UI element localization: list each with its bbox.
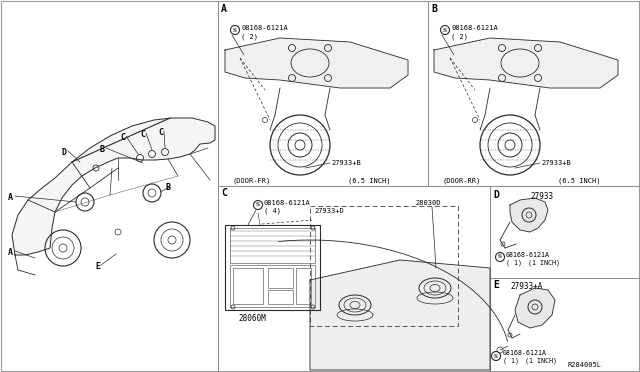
Text: 27933+A: 27933+A bbox=[510, 282, 542, 291]
Text: B: B bbox=[431, 4, 437, 14]
Text: (6.5 INCH): (6.5 INCH) bbox=[558, 178, 600, 185]
Text: (1 INCH): (1 INCH) bbox=[525, 358, 557, 365]
Bar bbox=[296, 268, 311, 304]
Text: R284005L: R284005L bbox=[568, 362, 602, 368]
Text: B: B bbox=[100, 145, 105, 154]
Text: (1 INCH): (1 INCH) bbox=[528, 260, 560, 266]
Text: 08168-6121A: 08168-6121A bbox=[264, 200, 311, 206]
Text: ( 2): ( 2) bbox=[241, 33, 258, 39]
Text: D: D bbox=[493, 190, 499, 200]
Polygon shape bbox=[510, 198, 548, 232]
Text: A: A bbox=[221, 4, 227, 14]
Text: (6.5 INCH): (6.5 INCH) bbox=[348, 178, 390, 185]
Text: S: S bbox=[498, 254, 502, 260]
Text: E: E bbox=[95, 262, 100, 271]
Bar bbox=[233, 268, 263, 304]
Text: C: C bbox=[120, 133, 125, 142]
Text: 28060M: 28060M bbox=[238, 314, 266, 323]
Text: B: B bbox=[165, 183, 170, 192]
Polygon shape bbox=[434, 38, 618, 88]
Text: 27933+B: 27933+B bbox=[541, 160, 571, 166]
Bar bbox=[310, 206, 458, 326]
Text: S: S bbox=[233, 28, 237, 32]
Bar bbox=[225, 225, 320, 310]
Text: S: S bbox=[443, 28, 447, 32]
Text: 27933+B: 27933+B bbox=[331, 160, 361, 166]
Bar bbox=[268, 290, 293, 304]
Text: S: S bbox=[256, 202, 260, 208]
Bar bbox=[268, 268, 293, 288]
Text: E: E bbox=[493, 280, 499, 290]
Text: C: C bbox=[221, 188, 227, 198]
Polygon shape bbox=[12, 118, 215, 255]
Text: 08168-6121A: 08168-6121A bbox=[506, 252, 550, 258]
Polygon shape bbox=[310, 260, 490, 370]
Text: 08168-6121A: 08168-6121A bbox=[503, 350, 547, 356]
Text: (DOOR-RR): (DOOR-RR) bbox=[443, 178, 481, 185]
Text: 27933+D: 27933+D bbox=[314, 208, 344, 214]
Text: ( 4): ( 4) bbox=[264, 208, 281, 215]
Polygon shape bbox=[225, 38, 408, 88]
Text: (DOOR-FR): (DOOR-FR) bbox=[233, 178, 271, 185]
Bar bbox=[230, 228, 315, 263]
Text: 08168-6121A: 08168-6121A bbox=[241, 25, 288, 31]
Text: ( 2): ( 2) bbox=[451, 33, 468, 39]
Bar bbox=[230, 265, 315, 307]
Text: D: D bbox=[62, 148, 67, 157]
Text: 28030D: 28030D bbox=[415, 200, 440, 206]
Text: C: C bbox=[140, 130, 145, 139]
Text: C: C bbox=[158, 128, 163, 137]
Text: ( 1): ( 1) bbox=[506, 260, 522, 266]
Text: S: S bbox=[494, 353, 498, 359]
Text: ( 1): ( 1) bbox=[503, 358, 519, 365]
Polygon shape bbox=[515, 288, 555, 328]
Text: 27933: 27933 bbox=[530, 192, 553, 201]
Text: A: A bbox=[8, 248, 13, 257]
Text: A: A bbox=[8, 193, 13, 202]
Text: 08168-6121A: 08168-6121A bbox=[451, 25, 498, 31]
